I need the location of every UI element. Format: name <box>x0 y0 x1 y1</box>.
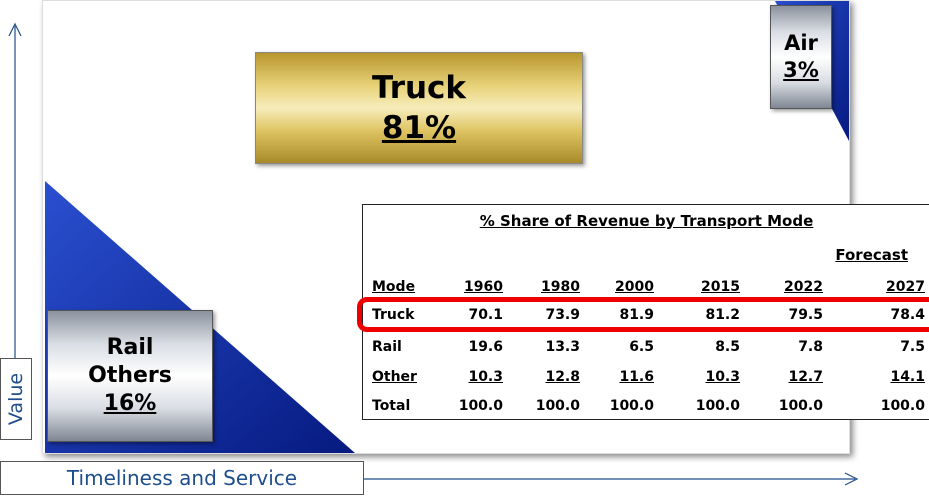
header-cell: 2027 <box>886 279 925 295</box>
table-cell: 13.3 <box>545 339 580 355</box>
table-cell: 100.0 <box>778 398 823 414</box>
table-cell: 19.6 <box>468 339 503 355</box>
header-cell: 1960 <box>464 279 503 295</box>
table-cell: 100.0 <box>880 398 925 414</box>
air-label: Air <box>784 31 818 55</box>
table-cell: 10.3 <box>705 369 740 385</box>
table-cell: 10.3 <box>468 369 503 385</box>
table-title: % Share of Revenue by Transport Mode <box>479 212 814 230</box>
table-cell: 7.5 <box>900 339 925 355</box>
table-cell: 81.9 <box>619 307 654 323</box>
table-cell: 100.0 <box>535 398 580 414</box>
table-cell: Total <box>372 398 411 414</box>
table-cell: 81.2 <box>705 307 740 323</box>
table-cell: 7.8 <box>798 339 823 355</box>
x-arrow-head <box>844 472 859 486</box>
table-cell: 70.1 <box>468 307 503 323</box>
forecast-label: Forecast <box>835 246 908 264</box>
table-cell: 100.0 <box>695 398 740 414</box>
air-box: Air 3% <box>770 5 832 109</box>
header-cell: 2000 <box>615 279 654 295</box>
truck-box: Truck 81% <box>255 52 583 164</box>
y-axis-label: Value <box>5 372 27 426</box>
x-axis-label: Timeliness and Service <box>0 461 364 495</box>
air-share: 3% <box>783 58 819 82</box>
share-table: % Share of Revenue by Transport Mode For… <box>362 204 929 420</box>
y-axis-label-box: Value <box>0 358 32 440</box>
header-cell: 2015 <box>701 279 740 295</box>
rail-box: Rail Others 16% <box>47 310 213 442</box>
header-cell: 1980 <box>541 279 580 295</box>
table-cell: 12.8 <box>545 369 580 385</box>
header-cell: Mode <box>372 279 416 295</box>
y-arrow-head <box>8 22 22 37</box>
rail-label: Rail <box>106 335 154 360</box>
header-cell: 2022 <box>784 279 823 295</box>
truck-share: 81% <box>381 110 457 146</box>
table-cell: 11.6 <box>619 369 654 385</box>
table-cell: 79.5 <box>788 307 823 323</box>
table-cell: Rail <box>372 339 402 355</box>
table-cell: 78.4 <box>890 307 925 323</box>
table-cell: 73.9 <box>545 307 580 323</box>
table-cell: Truck <box>372 307 415 323</box>
table-cell: 12.7 <box>788 369 823 385</box>
table-cell: 100.0 <box>609 398 654 414</box>
highlight <box>357 297 929 332</box>
table-cell: 100.0 <box>458 398 503 414</box>
table-cell: 6.5 <box>629 339 654 355</box>
table-cell: 8.5 <box>715 339 740 355</box>
rail-label: Others <box>88 363 172 388</box>
rail-share: 16% <box>103 391 157 416</box>
truck-label: Truck <box>371 70 467 106</box>
table-cell: Other <box>372 369 417 385</box>
table-cell: 14.1 <box>890 369 925 385</box>
